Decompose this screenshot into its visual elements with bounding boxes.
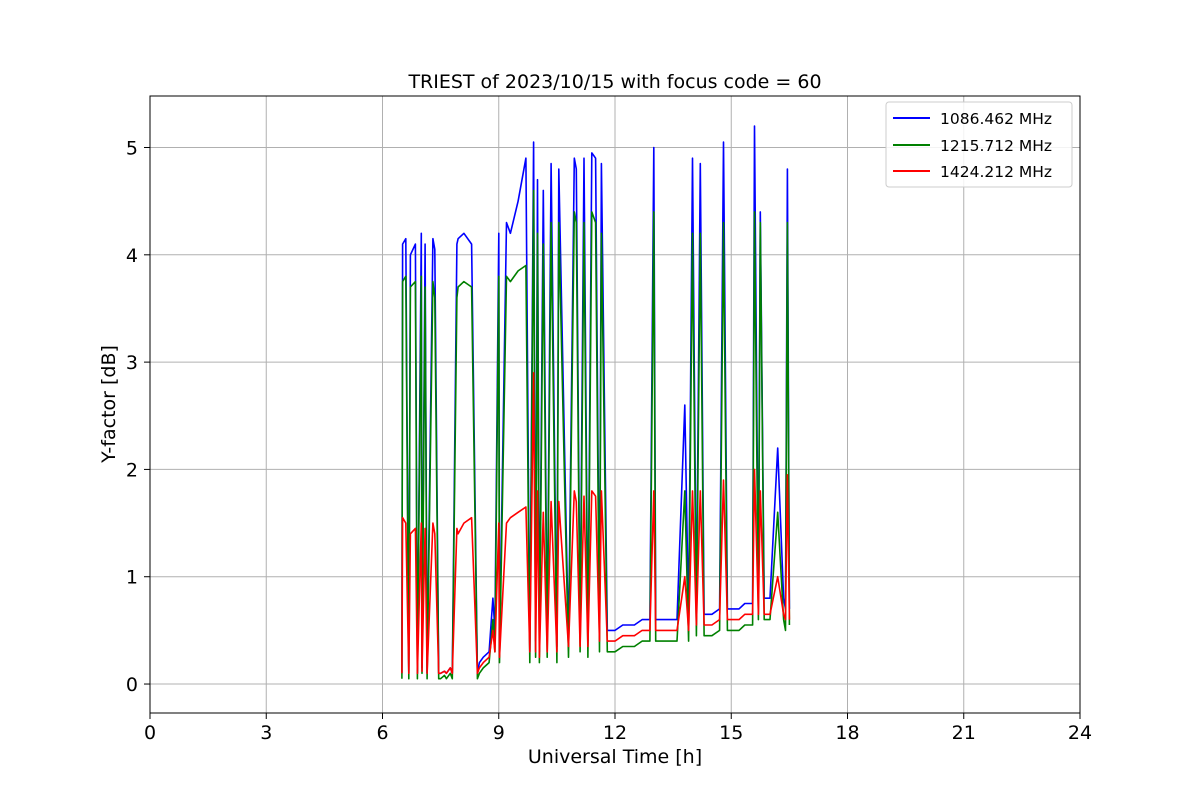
- series-line-2: [401, 371, 791, 675]
- legend-box: [885, 101, 1073, 188]
- x-tick-label: 6: [376, 722, 388, 744]
- series-line-1: [401, 189, 791, 680]
- legend: 1086.462 MHz 1215.712 MHz 1424.212 MHz: [885, 101, 1073, 188]
- legend-label-1086: 1086.462 MHz: [940, 110, 1052, 128]
- x-tick-label: 3: [260, 722, 272, 744]
- chart-title: TRIEST of 2023/10/15 with focus code = 6…: [407, 71, 821, 93]
- y-tick-label: 2: [126, 459, 138, 481]
- x-tick-label: 24: [1068, 722, 1092, 744]
- x-axis-label: Universal Time [h]: [528, 746, 702, 768]
- x-tick-label: 9: [493, 722, 505, 744]
- y-tick-label: 4: [126, 245, 138, 267]
- x-tick-label: 18: [835, 722, 859, 744]
- x-tick-label: 21: [952, 722, 976, 744]
- y-tick-label: 3: [126, 352, 138, 374]
- y-tick-label: 0: [126, 674, 138, 696]
- x-tick-label: 0: [144, 722, 156, 744]
- x-tick-label: 15: [719, 722, 743, 744]
- series-lines: [401, 125, 791, 680]
- y-tick-label: 1: [126, 567, 138, 589]
- legend-label-1215: 1215.712 MHz: [940, 137, 1052, 155]
- legend-label-1424: 1424.212 MHz: [940, 163, 1052, 181]
- y-tick-label: 5: [126, 138, 138, 160]
- plot-frame: [149, 95, 1081, 714]
- y-axis-label: Y-factor [dB]: [98, 345, 120, 464]
- x-tick-label: 12: [603, 722, 627, 744]
